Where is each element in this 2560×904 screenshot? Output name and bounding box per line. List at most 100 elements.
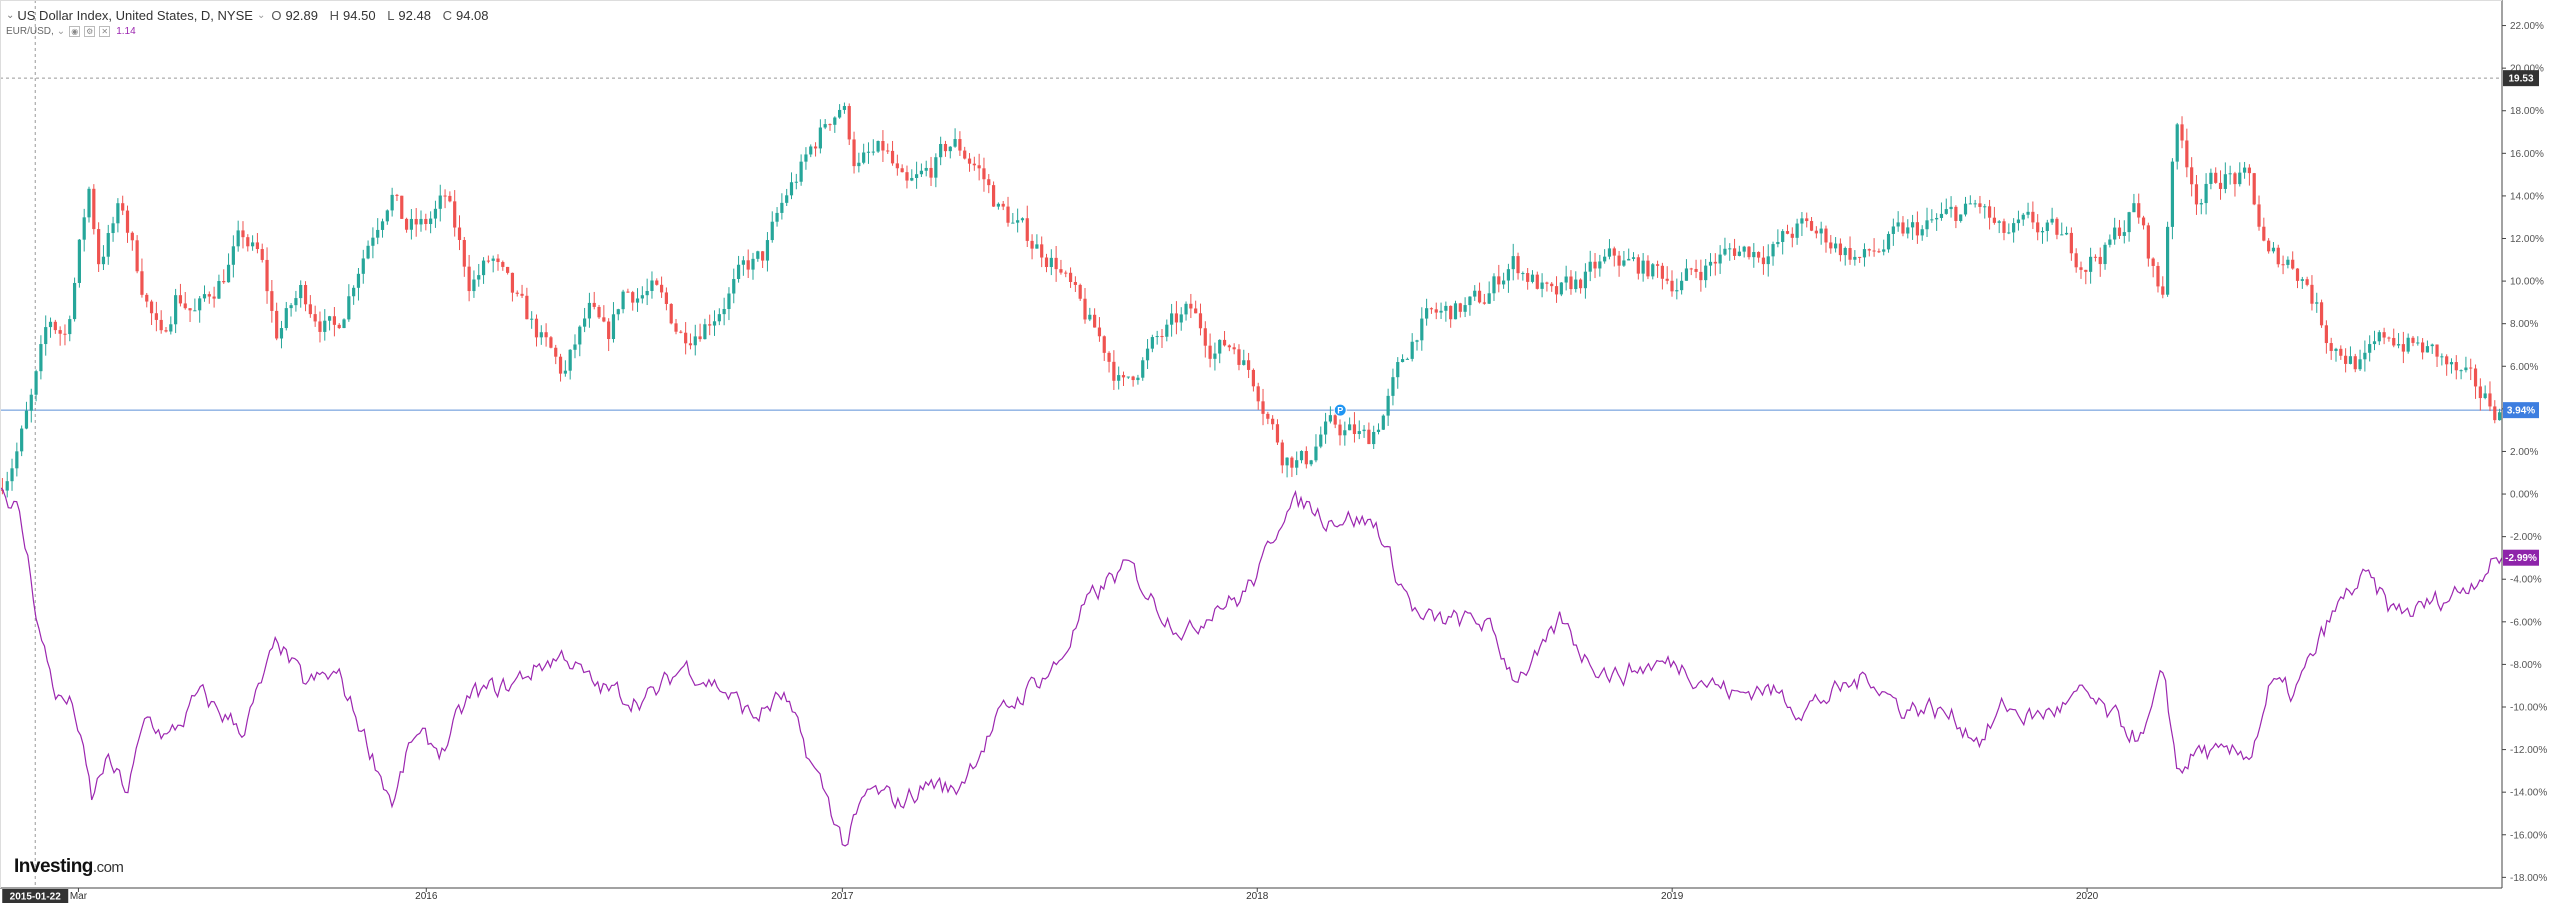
candle-body bbox=[154, 313, 158, 320]
candle-body bbox=[1607, 248, 1612, 257]
candle-body bbox=[145, 294, 149, 302]
candle-body bbox=[140, 271, 144, 295]
candle-body bbox=[1882, 249, 1886, 252]
x-tick-label: 2017 bbox=[831, 891, 854, 902]
collapse-icon[interactable]: ⌄ bbox=[6, 9, 15, 21]
candle-body bbox=[1453, 303, 1458, 320]
event-marker[interactable]: P bbox=[1333, 403, 1347, 417]
candle-body bbox=[2021, 214, 2025, 220]
candle-body bbox=[1790, 233, 1794, 238]
candle-body bbox=[1400, 359, 1405, 363]
candle-body bbox=[1054, 257, 1058, 270]
eurusd-line bbox=[0, 486, 2503, 847]
candle-body bbox=[1949, 206, 1953, 210]
chart-guides bbox=[0, 0, 2502, 888]
main-symbol-title[interactable]: US Dollar Index, United States, D, NYSE bbox=[17, 7, 253, 23]
candle-body bbox=[972, 163, 976, 166]
candle-body bbox=[313, 314, 317, 322]
candle-body bbox=[2190, 167, 2194, 185]
candle-body bbox=[2180, 124, 2184, 141]
candle-body bbox=[1343, 430, 1347, 436]
candle-body bbox=[116, 203, 120, 224]
candle-body bbox=[198, 298, 202, 311]
candle-body bbox=[890, 150, 895, 164]
crosshair-date-tag bbox=[2, 889, 69, 903]
candle-body bbox=[294, 298, 298, 306]
candle-body bbox=[2069, 232, 2073, 254]
candle-body bbox=[1309, 460, 1313, 465]
compare-symbol[interactable]: EUR/USD, bbox=[6, 25, 54, 37]
candle-body bbox=[1578, 279, 1583, 289]
candle-body bbox=[2411, 337, 2415, 343]
close-icon[interactable]: ✕ bbox=[99, 25, 111, 37]
event-marker-dot[interactable] bbox=[1333, 403, 1347, 417]
candle-body bbox=[568, 349, 572, 371]
event-marker-label: P bbox=[1337, 406, 1343, 416]
candle-body bbox=[1073, 282, 1077, 285]
candle-body bbox=[1641, 260, 1645, 274]
candle-body bbox=[573, 344, 577, 350]
candle-body bbox=[2430, 344, 2434, 347]
close-value: 94.08 bbox=[455, 7, 489, 23]
candle-body bbox=[2324, 325, 2328, 344]
candle-body bbox=[1660, 265, 1664, 279]
candle-body bbox=[82, 217, 86, 240]
candle-body bbox=[106, 233, 110, 257]
candle-body bbox=[1680, 280, 1684, 291]
candle-body bbox=[1266, 413, 1270, 419]
candle-body bbox=[414, 218, 418, 225]
x-tick-label: 2016 bbox=[415, 891, 438, 902]
legend-main-row: ⌄ US Dollar Index, United States, D, NYS… bbox=[6, 6, 497, 24]
candle-body bbox=[2223, 174, 2227, 189]
open-label: O bbox=[271, 7, 282, 23]
candle-body bbox=[1747, 246, 1751, 258]
candle-body bbox=[1959, 214, 1963, 221]
candle-body bbox=[1492, 276, 1496, 294]
candle-body bbox=[1275, 424, 1280, 443]
candle-body bbox=[1723, 248, 1727, 255]
candle-body bbox=[419, 218, 423, 225]
candle-body bbox=[1564, 276, 1568, 283]
candle-body bbox=[1968, 203, 1972, 205]
plot-area[interactable] bbox=[0, 0, 2502, 888]
candle-body bbox=[352, 287, 356, 297]
candle-body bbox=[1877, 251, 1881, 253]
candle-body bbox=[1136, 377, 1140, 381]
candle-body bbox=[1554, 286, 1559, 295]
candle-body bbox=[587, 302, 592, 319]
candle-body bbox=[1843, 248, 1847, 256]
candle-body bbox=[174, 295, 178, 325]
candle-body bbox=[1939, 213, 1944, 218]
gear-icon[interactable]: ⚙ bbox=[84, 25, 96, 37]
candle-body bbox=[2146, 225, 2150, 259]
candle-body bbox=[602, 317, 606, 322]
candle-body bbox=[510, 272, 515, 293]
candle-body bbox=[438, 195, 442, 209]
candle-body bbox=[2392, 337, 2396, 346]
candle-body bbox=[708, 324, 712, 326]
candle-body bbox=[275, 310, 279, 339]
compare-dropdown-icon[interactable]: ⌄ bbox=[56, 25, 66, 37]
candle-body bbox=[2233, 173, 2237, 185]
candle-body bbox=[2416, 342, 2420, 344]
candle-body bbox=[356, 273, 361, 288]
candle-body bbox=[2387, 337, 2391, 339]
candle-body bbox=[48, 321, 53, 328]
candle-body bbox=[520, 293, 524, 296]
settings-icon[interactable]: ⌄ bbox=[256, 9, 266, 21]
dxy-last-tag-bg bbox=[2503, 402, 2539, 419]
candle-body bbox=[804, 154, 808, 162]
candle-body bbox=[53, 321, 57, 331]
candle-body bbox=[236, 230, 240, 247]
candle-body bbox=[101, 256, 106, 265]
candle-body bbox=[1574, 279, 1578, 290]
candle-body bbox=[2339, 348, 2343, 356]
candle-body bbox=[390, 194, 394, 211]
eye-icon[interactable]: ◉ bbox=[69, 25, 81, 37]
candle-body bbox=[222, 281, 226, 283]
candle-body bbox=[616, 309, 620, 315]
candle-body bbox=[409, 218, 413, 230]
candle-body bbox=[491, 258, 495, 261]
